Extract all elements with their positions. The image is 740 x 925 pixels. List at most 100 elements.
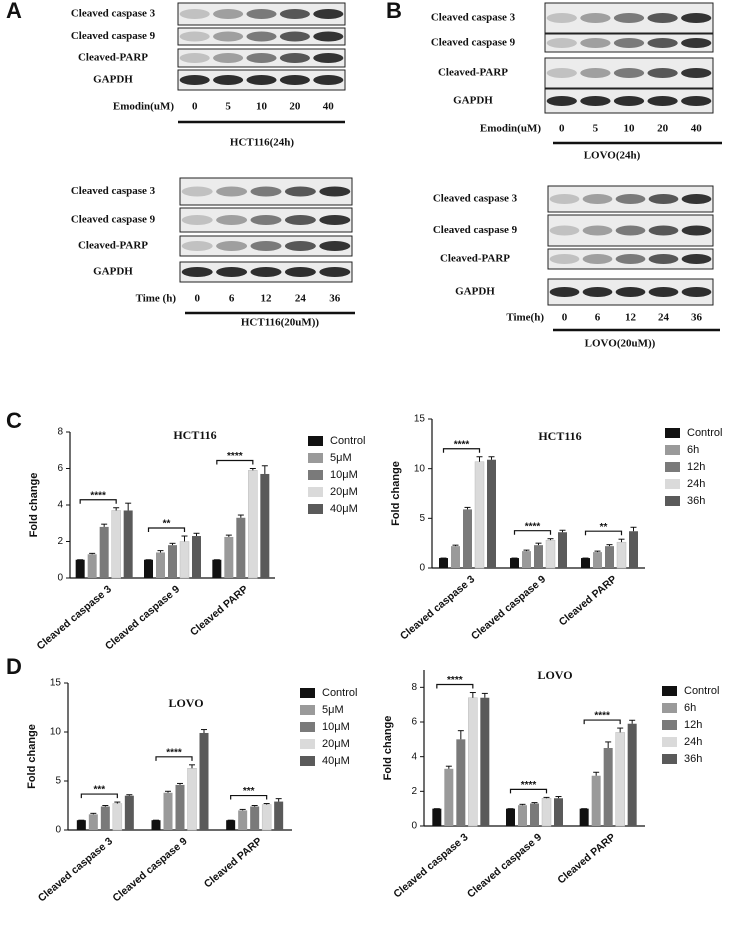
band bbox=[216, 241, 248, 251]
legend-label: Control bbox=[330, 435, 365, 447]
band bbox=[319, 267, 351, 277]
significance-bracket bbox=[155, 756, 193, 761]
band bbox=[681, 68, 712, 78]
error-bar bbox=[605, 741, 612, 748]
band bbox=[648, 194, 679, 204]
error-bar bbox=[469, 692, 476, 698]
error-bar bbox=[114, 801, 121, 804]
error-bar bbox=[189, 764, 195, 769]
significance-label: **** bbox=[227, 451, 243, 462]
lane-label: 10 bbox=[624, 123, 636, 135]
x-tick-label: Cleaved caspase 9 bbox=[110, 835, 189, 904]
bar bbox=[260, 473, 270, 578]
y-tick-label: 5 bbox=[419, 513, 425, 524]
error-bar bbox=[618, 538, 625, 543]
x-tick-label: Cleaved caspase 9 bbox=[469, 573, 548, 642]
protein-label: Cleaved caspase 3 bbox=[71, 185, 156, 197]
bar bbox=[558, 532, 567, 568]
bar bbox=[510, 558, 519, 568]
significance-bracket bbox=[513, 530, 552, 535]
band bbox=[179, 9, 210, 19]
band bbox=[613, 38, 645, 48]
x-tick-label: Cleaved caspase 9 bbox=[465, 831, 544, 900]
protein-label: Cleaved caspase 3 bbox=[431, 12, 516, 24]
bar bbox=[605, 546, 614, 568]
bar bbox=[224, 536, 234, 578]
lane-title: Time(h) bbox=[506, 312, 544, 324]
lane-title: Time (h) bbox=[136, 293, 177, 305]
band bbox=[549, 254, 580, 264]
band bbox=[681, 254, 712, 264]
legend-swatch bbox=[308, 470, 323, 480]
lane-label: 24 bbox=[295, 293, 307, 305]
lane-label: 5 bbox=[225, 101, 231, 113]
bar bbox=[451, 546, 460, 568]
legend-label: 12h bbox=[684, 719, 702, 731]
error-bar bbox=[193, 532, 200, 537]
error-bar bbox=[547, 538, 554, 541]
error-bar bbox=[263, 803, 270, 805]
significance-bracket bbox=[216, 459, 254, 465]
bar bbox=[487, 459, 496, 568]
y-tick-label: 8 bbox=[411, 682, 417, 693]
bar bbox=[593, 552, 602, 568]
protein-label: Cleaved caspase 9 bbox=[71, 214, 156, 226]
significance-bracket bbox=[583, 719, 621, 725]
error-bar bbox=[169, 542, 176, 546]
band bbox=[284, 215, 316, 225]
y-tick-label: 6 bbox=[411, 717, 417, 728]
legend-swatch bbox=[665, 496, 680, 506]
y-tick-label: 5 bbox=[55, 776, 61, 787]
protein-label: GAPDH bbox=[93, 266, 133, 278]
x-tick-label: Cleaved caspase 3 bbox=[36, 835, 115, 904]
bar bbox=[530, 803, 539, 826]
legend-swatch bbox=[300, 722, 315, 732]
error-bar bbox=[593, 771, 600, 776]
y-tick-label: 4 bbox=[411, 751, 417, 762]
significance-label: **** bbox=[525, 521, 541, 532]
significance-bracket bbox=[230, 794, 268, 800]
significance-label: **** bbox=[454, 439, 470, 450]
significance-label: **** bbox=[90, 490, 106, 501]
error-bar bbox=[519, 803, 526, 806]
protein-label: Cleaved caspase 3 bbox=[433, 193, 518, 205]
error-bar bbox=[464, 506, 471, 510]
error-bar bbox=[606, 544, 613, 547]
lane-label: 0 bbox=[192, 101, 198, 113]
legend-label: 10μM bbox=[322, 721, 350, 733]
band bbox=[319, 186, 351, 197]
band bbox=[313, 31, 344, 42]
panel-label: B bbox=[386, 0, 402, 23]
bar bbox=[99, 526, 109, 578]
bar bbox=[522, 551, 531, 568]
protein-label: Cleaved caspase 3 bbox=[71, 8, 156, 20]
legend-label: 10μM bbox=[330, 469, 358, 481]
band bbox=[580, 13, 611, 23]
bar bbox=[123, 510, 133, 578]
band bbox=[647, 38, 678, 48]
legend-label: 24h bbox=[687, 478, 705, 490]
bar bbox=[432, 808, 442, 826]
error-bar bbox=[445, 765, 452, 769]
band bbox=[313, 53, 344, 63]
significance-bracket bbox=[79, 499, 117, 504]
band bbox=[648, 287, 679, 297]
significance-label: **** bbox=[521, 780, 537, 791]
legend-label: 40μM bbox=[322, 755, 350, 767]
bar bbox=[88, 814, 98, 830]
bar bbox=[175, 784, 185, 830]
band bbox=[279, 75, 310, 85]
lane-label: 40 bbox=[323, 101, 335, 113]
bar bbox=[518, 805, 527, 826]
band bbox=[647, 96, 678, 106]
band bbox=[549, 225, 580, 236]
bar bbox=[444, 768, 454, 826]
bar bbox=[591, 775, 601, 826]
legend-swatch bbox=[300, 756, 315, 766]
y-tick-label: 0 bbox=[419, 563, 425, 574]
lane-label: 40 bbox=[691, 123, 703, 135]
lane-title: Emodin(uM) bbox=[480, 123, 541, 135]
error-bar bbox=[275, 798, 282, 802]
band bbox=[284, 267, 316, 277]
band bbox=[216, 267, 248, 277]
